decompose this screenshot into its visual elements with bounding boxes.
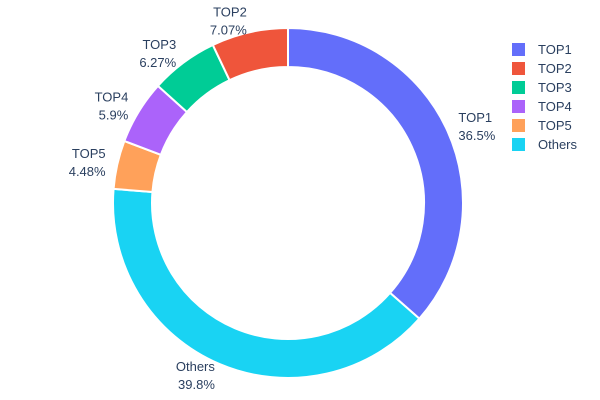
- legend-swatch-top4: [512, 100, 525, 113]
- legend-item-others[interactable]: Others: [512, 135, 577, 154]
- pie-slice-top1[interactable]: [287, 27, 464, 320]
- slice-label-top5: TOP5 4.48%: [69, 146, 106, 179]
- legend-swatch-top3: [512, 81, 525, 94]
- legend-swatch-top2: [512, 62, 525, 75]
- legend-label-top4: TOP4: [538, 99, 572, 114]
- legend-label-top5: TOP5: [538, 118, 572, 133]
- slice-label-top1: TOP1 36.5%: [458, 110, 495, 143]
- slice-label-others: Others 39.8%: [176, 359, 216, 392]
- legend-item-top4[interactable]: TOP4: [512, 97, 577, 116]
- pie-slice-top2[interactable]: [211, 27, 289, 82]
- legend: TOP1 TOP2 TOP3 TOP4 TOP5 Others: [512, 40, 577, 154]
- slice-label-top3: TOP3 6.27%: [139, 37, 176, 70]
- slice-label-top2: TOP2 7.07%: [210, 5, 247, 38]
- slice-label-top4: TOP4 5.9%: [95, 90, 129, 123]
- pie-slice-others[interactable]: [112, 187, 421, 379]
- legend-item-top5[interactable]: TOP5: [512, 116, 577, 135]
- legend-label-top3: TOP3: [538, 80, 572, 95]
- legend-swatch-others: [512, 138, 525, 151]
- legend-item-top1[interactable]: TOP1: [512, 40, 577, 59]
- legend-label-top2: TOP2: [538, 61, 572, 76]
- legend-item-top3[interactable]: TOP3: [512, 78, 577, 97]
- legend-swatch-top1: [512, 43, 525, 56]
- legend-label-top1: TOP1: [538, 42, 572, 57]
- legend-item-top2[interactable]: TOP2: [512, 59, 577, 78]
- legend-swatch-top5: [512, 119, 525, 132]
- legend-label-others: Others: [538, 137, 578, 152]
